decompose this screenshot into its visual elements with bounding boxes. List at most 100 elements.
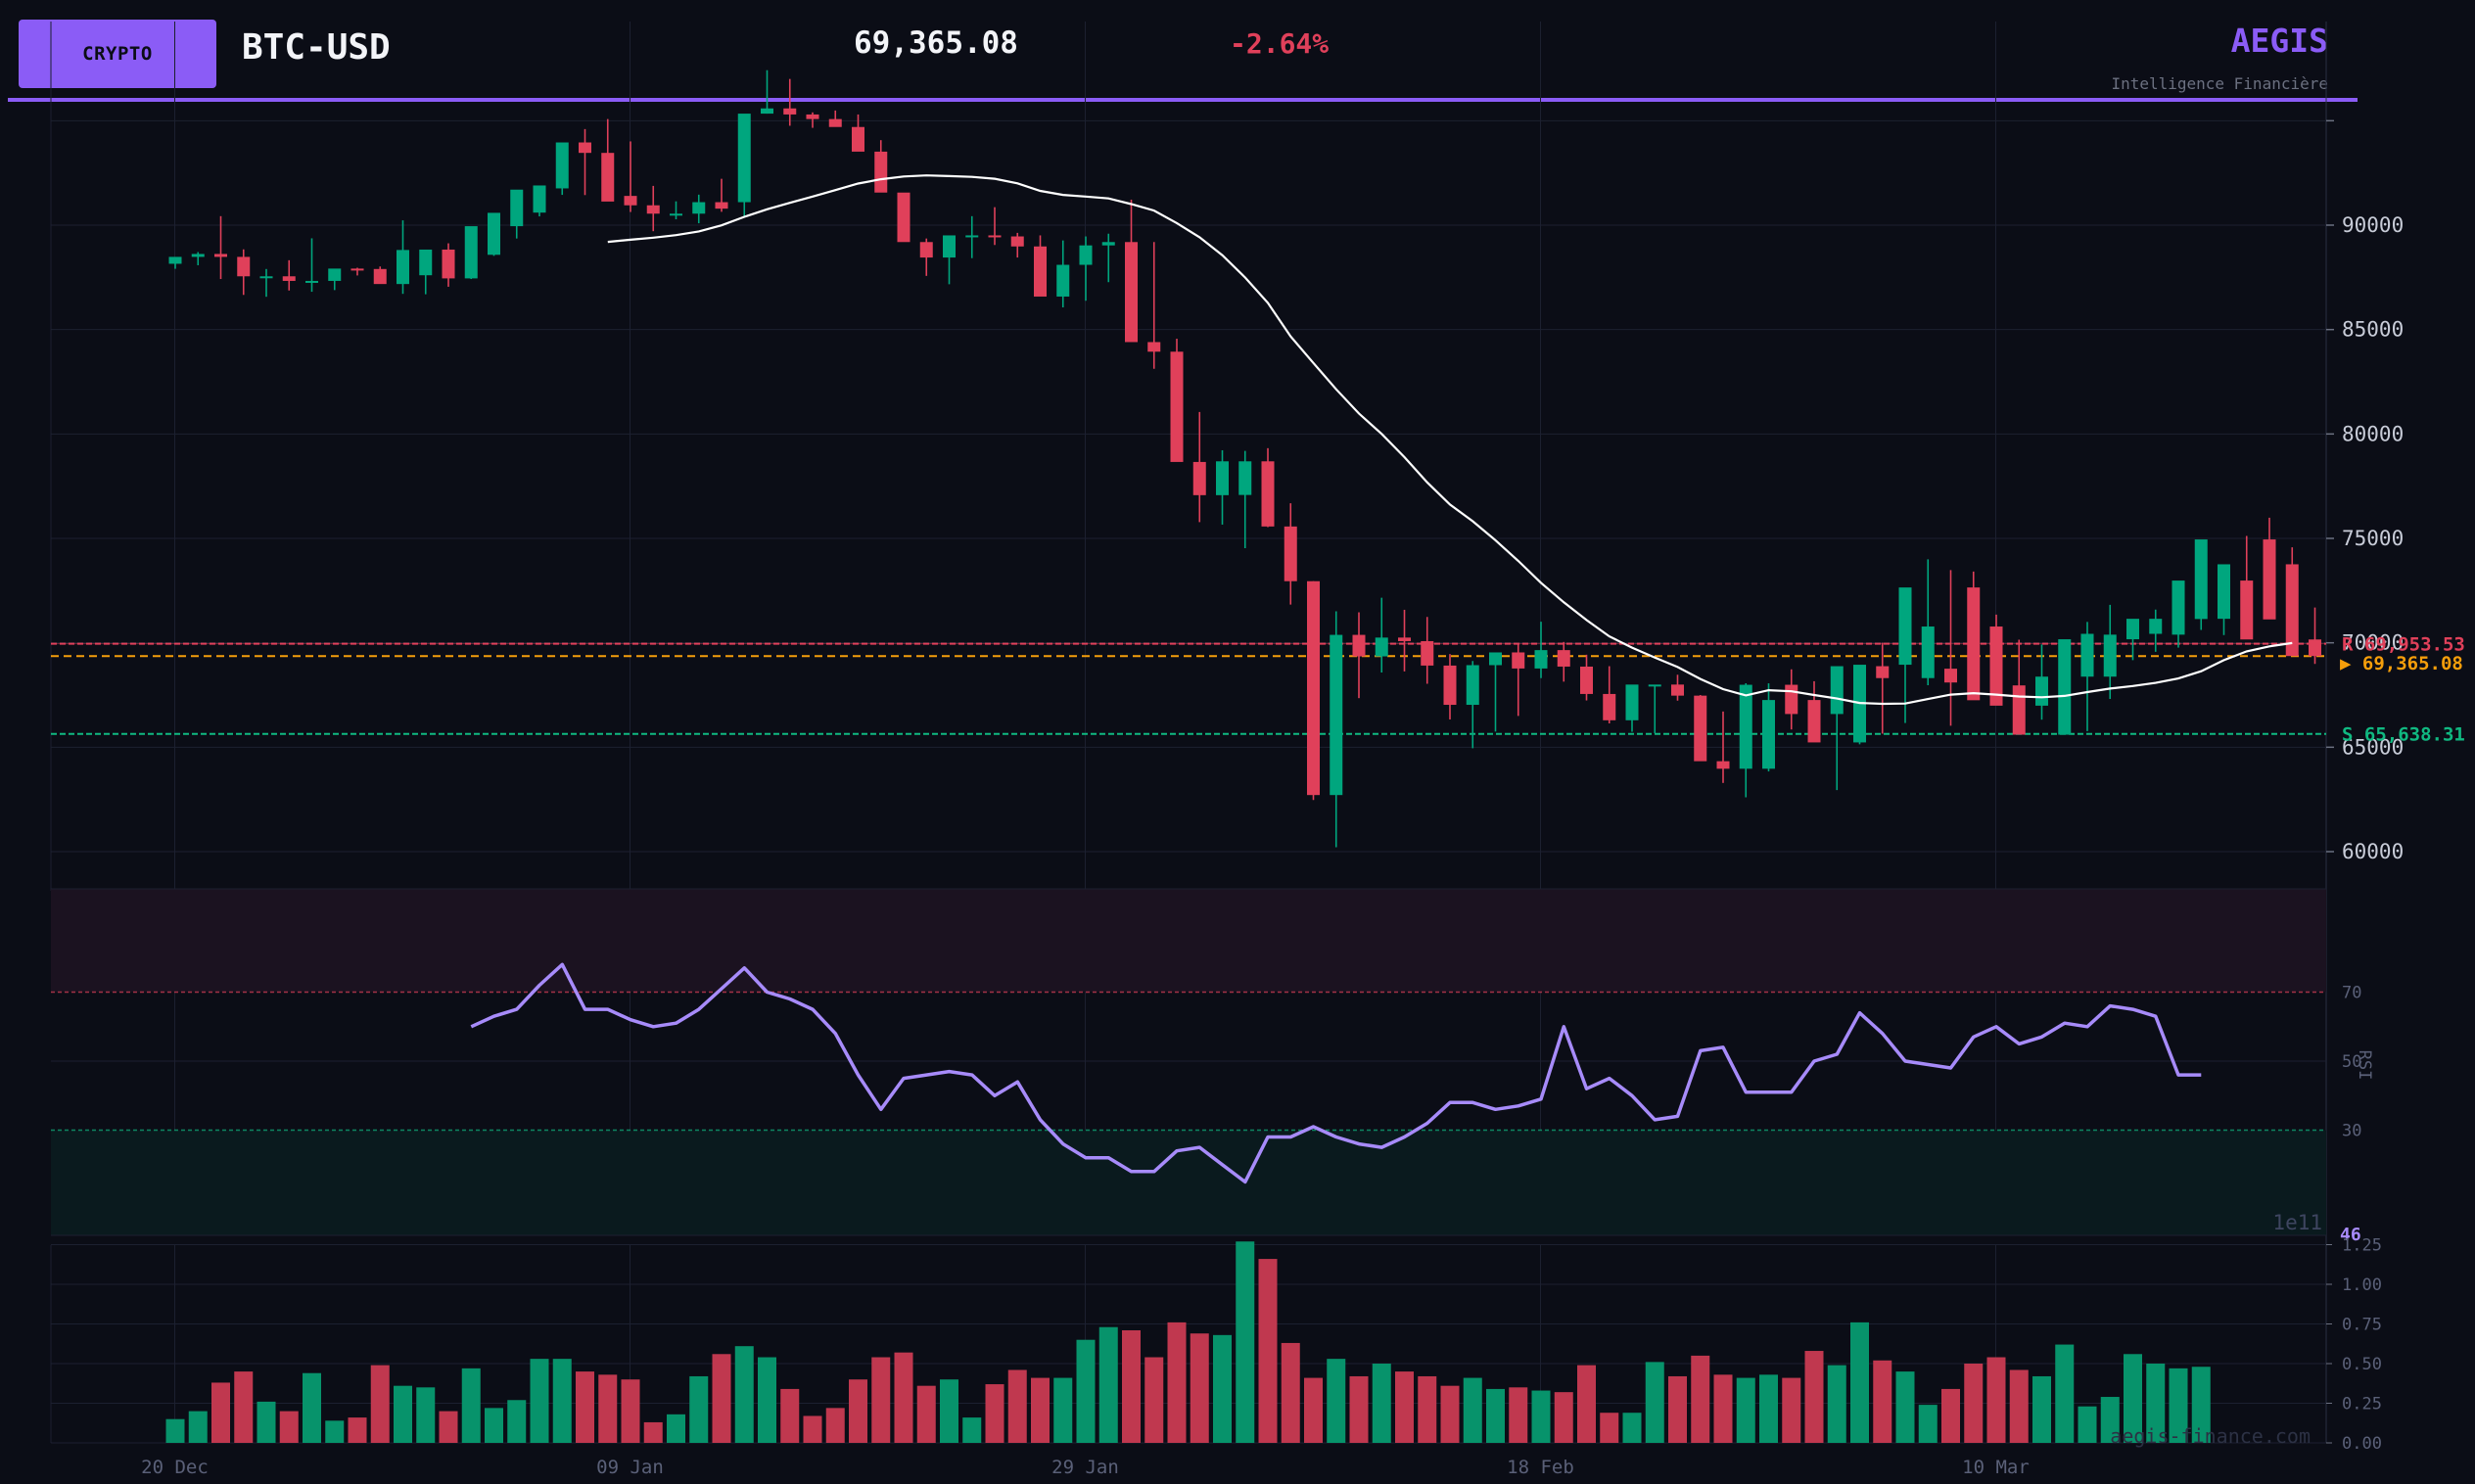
volume-bar	[394, 1385, 412, 1443]
candle-body	[1034, 246, 1047, 297]
volume-bar	[1463, 1377, 1482, 1443]
volume-bar	[1098, 1326, 1118, 1443]
volume-bar	[871, 1357, 891, 1443]
volume-bar	[1281, 1342, 1300, 1443]
candle-body	[1739, 684, 1752, 769]
candle-body	[214, 254, 227, 257]
candle-body	[350, 268, 364, 271]
volume-bar	[962, 1417, 982, 1443]
volume-bar	[849, 1379, 867, 1443]
volume-bar	[1804, 1351, 1824, 1443]
rsi-axis-label: RSI	[2355, 1050, 2374, 1081]
volume-bar	[1713, 1374, 1733, 1443]
volume-bar	[279, 1411, 299, 1443]
candle-body	[646, 205, 660, 214]
rsi-tick-label: 70	[2342, 984, 2361, 1003]
volume-bar	[1190, 1333, 1209, 1443]
candle-body	[1010, 236, 1024, 247]
volume-bar	[1031, 1377, 1050, 1443]
volume-bar	[1440, 1385, 1460, 1443]
candle-body	[510, 189, 524, 227]
x-tick-label: 20 Dec	[141, 1457, 209, 1478]
volume-bar	[507, 1400, 527, 1443]
candle-body	[1216, 461, 1229, 495]
rsi-panel: 70 50 30 RSI 46 1e11	[51, 888, 2374, 1245]
candle-body	[1170, 351, 1184, 462]
asset-class-badge: CRYPTO	[19, 20, 216, 88]
candle-body	[1284, 526, 1297, 581]
candle-body	[1694, 695, 1707, 762]
volume-bar	[2124, 1354, 2142, 1443]
volume-bar	[1418, 1375, 1437, 1443]
price-tick-label: 85000	[2342, 318, 2404, 342]
candle-body	[1147, 342, 1161, 352]
candle-body	[555, 142, 569, 189]
candle-body	[2149, 619, 2163, 634]
candle-body	[1762, 700, 1775, 769]
volume-bar	[439, 1411, 458, 1443]
x-tick-label: 29 Jan	[1051, 1457, 1119, 1478]
volume-panel: 0.00 0.25 0.50 0.75 1.00 1.25	[50, 1236, 2382, 1454]
volume-bar	[1144, 1357, 1164, 1443]
volume-tick-label: 0.00	[2342, 1434, 2382, 1454]
candle-body	[1921, 626, 1935, 678]
candle-body	[1967, 587, 1981, 701]
candle-body	[670, 213, 682, 216]
volume-bar	[416, 1387, 436, 1443]
volume-bar	[2169, 1368, 2188, 1443]
candle-body	[328, 268, 342, 281]
candle-body	[1785, 684, 1798, 715]
volume-bar	[598, 1374, 618, 1443]
price-tick-label: 80000	[2342, 422, 2404, 445]
volume-bar	[257, 1401, 276, 1443]
volume-bar	[303, 1372, 321, 1443]
candle-body	[1580, 666, 1593, 694]
candle-body	[282, 276, 296, 281]
volume-bar	[1622, 1413, 1642, 1443]
volume-bar	[576, 1371, 594, 1443]
volume-bar	[461, 1368, 481, 1443]
volume-bar	[1007, 1369, 1027, 1443]
x-tick-label: 10 Mar	[1962, 1457, 2030, 1478]
candle-body	[442, 249, 455, 279]
candle-body	[488, 212, 500, 255]
volume-bar	[1167, 1322, 1187, 1443]
volume-bar	[1213, 1334, 1232, 1443]
candle-body	[2080, 633, 2094, 677]
volume-bar	[1258, 1259, 1278, 1443]
candle-body	[1671, 684, 1684, 696]
volume-bar	[734, 1346, 754, 1443]
x-tick-label: 18 Feb	[1507, 1457, 1574, 1478]
volume-bar	[1782, 1377, 1801, 1443]
volume-bar	[689, 1375, 709, 1443]
volume-bar	[1372, 1364, 1391, 1443]
candle-body	[2263, 539, 2276, 620]
candle-body	[919, 242, 933, 258]
brand-logo: AEGIS	[2230, 22, 2328, 60]
candle-body	[1307, 580, 1320, 796]
candle-body	[1056, 264, 1070, 297]
volume-bar	[530, 1359, 549, 1443]
volume-bar	[1827, 1365, 1846, 1443]
candle-body	[692, 202, 706, 214]
candle-body	[1421, 640, 1434, 666]
price-tick-label: 70000	[2342, 631, 2404, 655]
candle-body	[464, 226, 478, 279]
candle-body	[2103, 634, 2117, 677]
volume-bar	[940, 1379, 958, 1443]
volume-bar	[325, 1420, 345, 1443]
candle-body	[1512, 652, 1525, 669]
candle-body	[2035, 676, 2048, 706]
candle-body	[397, 250, 409, 285]
candle-body	[1876, 666, 1890, 678]
candle-body	[1443, 665, 1457, 706]
volume-bar	[234, 1371, 254, 1443]
candle-body	[1603, 693, 1616, 720]
volume-tick-label: 0.75	[2342, 1316, 2382, 1335]
volume-bar	[758, 1357, 776, 1443]
candle-body	[897, 192, 911, 243]
volume-bar	[1509, 1387, 1528, 1443]
support-label: S 65,638.31	[2342, 724, 2465, 746]
candle-body	[2309, 639, 2321, 657]
